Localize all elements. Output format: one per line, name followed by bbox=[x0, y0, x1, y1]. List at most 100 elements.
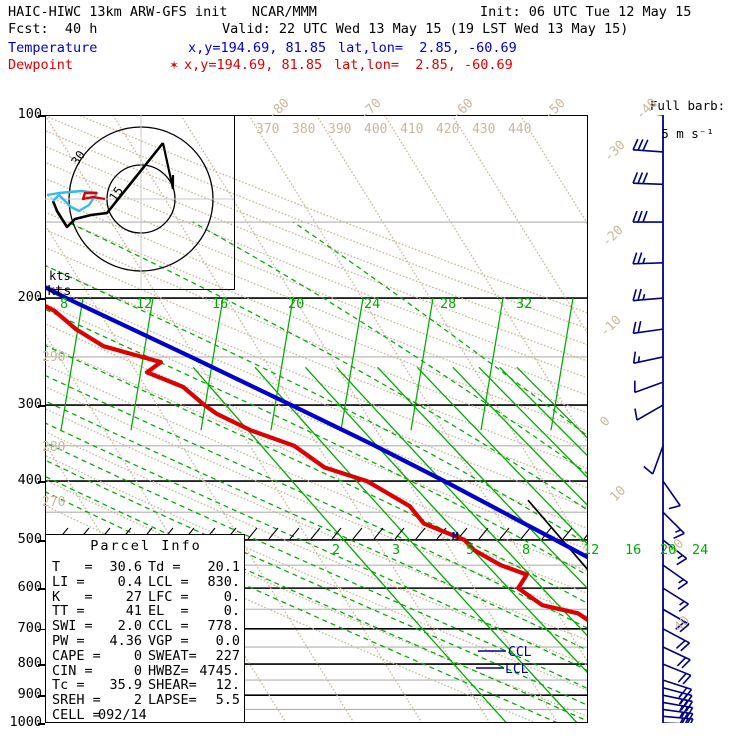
pressure-tick-800: 800 bbox=[17, 655, 42, 672]
wind-barb bbox=[662, 646, 691, 669]
theta-label-270: 270 bbox=[42, 495, 66, 510]
wind-barb bbox=[632, 351, 664, 364]
parcel-row-value: 41 bbox=[125, 603, 142, 620]
pressure-tickmark bbox=[38, 664, 45, 666]
theta-top-label-430: 430 bbox=[472, 122, 496, 137]
theta-label-290: 290 bbox=[42, 350, 66, 365]
parcel-row-key2: SWEAT= bbox=[148, 647, 197, 664]
parcel-row-key2: SHEAR= bbox=[148, 677, 197, 694]
wind-barb-legend-line1: Full barb: bbox=[649, 98, 726, 113]
parcel-row-key2: EL = bbox=[148, 603, 189, 620]
parcel-row-value: 2.0 bbox=[117, 618, 142, 635]
wind-barb bbox=[662, 539, 688, 566]
parcel-info-box: Parcel Info T = 30.6 Td = 20.1 LI = 0.4 LCL = 8… bbox=[45, 534, 245, 723]
wind-barb bbox=[632, 138, 664, 153]
pressure-tick-900: 900 bbox=[17, 686, 42, 703]
pressure-tick-100: 100 bbox=[17, 106, 42, 122]
theta-label-280: 280 bbox=[42, 440, 66, 455]
mixing-ratio-label-3: 3 bbox=[392, 542, 401, 558]
parcel-row-value2: 0.0 bbox=[215, 633, 240, 649]
pressure-tickmark bbox=[38, 481, 45, 483]
pressure-tickmark bbox=[38, 695, 45, 697]
temperature-legend-label: Temperature bbox=[8, 40, 98, 56]
parcel-row-key2: LAPSE= bbox=[148, 692, 197, 709]
pressure-tickmark bbox=[38, 298, 45, 300]
parcel-row-value2: 5.5 bbox=[215, 692, 240, 709]
ccl-marker-label: CCL bbox=[508, 645, 532, 660]
wind-speed-label-20: 20 bbox=[288, 296, 305, 312]
parcel-row-value: 0 bbox=[133, 662, 142, 679]
parcel-row-value: 27 bbox=[125, 588, 142, 605]
parcel-row-key: TT = bbox=[52, 603, 85, 620]
parcel-row-value: 0 bbox=[133, 647, 142, 664]
dewpoint-xy: x,y=194.69, 81.85 bbox=[184, 57, 323, 73]
wind-barb bbox=[662, 480, 681, 510]
skewt-background-grid bbox=[45, 115, 588, 723]
mixing-ratio-label-2: 2 bbox=[332, 542, 341, 558]
mixing-ratio-label-24: 24 bbox=[692, 542, 709, 558]
parcel-row-value2: 0. bbox=[223, 603, 240, 620]
wind-barb bbox=[632, 320, 664, 335]
wind-barb-legend: Full barb: 5 m s⁻¹ bbox=[628, 85, 732, 141]
wind-barb bbox=[662, 564, 689, 590]
theta-top-label-400: 400 bbox=[364, 122, 388, 137]
parcel-row-key: SREH = bbox=[52, 692, 101, 709]
parcel-row-key: K = bbox=[52, 588, 93, 605]
pressure-tickmark bbox=[38, 628, 45, 631]
theta-top-label-370: 370 bbox=[256, 122, 280, 137]
dewpoint-legend-label: Dewpoint bbox=[8, 57, 74, 73]
valid-time: Valid: 22 UTC Wed 13 May 15 (19 LST Wed … bbox=[222, 21, 629, 37]
wind-speed-label-16: 16 bbox=[212, 296, 229, 312]
wind-barb bbox=[662, 679, 693, 700]
wind-barb bbox=[662, 608, 690, 633]
header: HAIC-HIWC 13km ARW-GFS init NCAR/MMM Ini… bbox=[0, 0, 740, 78]
parcel-row-value: 2 bbox=[133, 692, 142, 709]
parcel-row-value2: 778. bbox=[207, 618, 240, 635]
parcel-row-key2: VGP = bbox=[148, 633, 189, 649]
parcel-row-key: Tc = bbox=[52, 677, 85, 694]
mixing-ratio-label-16: 16 bbox=[625, 542, 642, 558]
pressure-tickmark bbox=[38, 588, 45, 590]
pressure-tick-400: 400 bbox=[17, 472, 42, 489]
theta-top-label-440: 440 bbox=[508, 122, 532, 137]
wind-barb bbox=[634, 380, 664, 394]
skewt-plot bbox=[45, 115, 588, 723]
wind-speed-label-8: 8 bbox=[60, 296, 69, 312]
wind-barb bbox=[632, 172, 664, 186]
theta-top-label-380: 380 bbox=[292, 122, 316, 137]
wind-barb bbox=[632, 210, 663, 223]
pressure-tickmark bbox=[38, 115, 45, 117]
forecast-hour: Fcst: 40 h bbox=[8, 21, 98, 37]
temperature-latlon: lat,lon= 2.85, -60.69 bbox=[338, 40, 517, 56]
parcel-row-key2: HWBZ= bbox=[148, 662, 189, 679]
parcel-row-value2: 4745. bbox=[199, 662, 240, 679]
parcel-row-key: CIN = bbox=[52, 662, 93, 679]
wind-barb bbox=[634, 404, 664, 421]
parcel-row-value2: 0. bbox=[223, 588, 240, 605]
parcel-row-key: PW = bbox=[52, 633, 85, 649]
pressure-tickmark bbox=[38, 539, 45, 542]
parcel-row-key2: Td = bbox=[148, 559, 181, 575]
parcel-row-value2: 12. bbox=[215, 677, 240, 694]
hodograph-unit-label: kts bbox=[49, 269, 71, 283]
wind-barb-panel bbox=[600, 115, 740, 723]
wind-barb bbox=[662, 628, 691, 652]
wind-speed-label-32: 32 bbox=[516, 296, 533, 312]
theta-top-label-410: 410 bbox=[400, 122, 424, 137]
parcel-row-key2: CCL = bbox=[148, 618, 189, 635]
theta-top-label-390: 390 bbox=[328, 122, 352, 137]
mixing-ratio-label-12: 12 bbox=[583, 542, 600, 558]
pressure-tick-600: 600 bbox=[17, 579, 42, 596]
wind-barb bbox=[643, 445, 664, 475]
pressure-tickmark bbox=[38, 405, 45, 407]
wind-barb bbox=[662, 663, 692, 685]
wind-barb bbox=[662, 701, 694, 719]
parcel-row-key: CELL = bbox=[52, 707, 101, 723]
parcel-row-key: SWI = bbox=[52, 618, 93, 635]
parcel-row-value2: 20.1 bbox=[207, 559, 240, 575]
parcel-row-key2: LCL = bbox=[148, 573, 189, 590]
wind-barb bbox=[662, 587, 689, 612]
lcl-marker-label: LCL bbox=[505, 662, 529, 677]
wind-barb bbox=[632, 252, 664, 265]
wind-barb bbox=[662, 708, 694, 723]
